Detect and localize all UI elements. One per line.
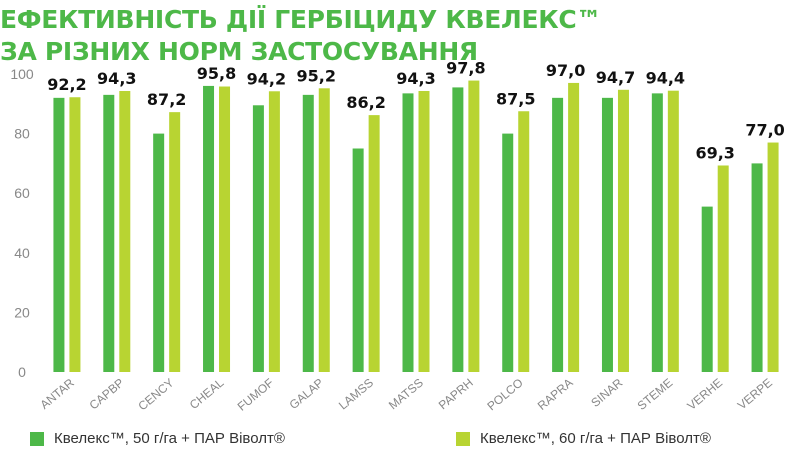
bar-series-1 <box>751 163 763 372</box>
x-tick-label: GALAP <box>287 376 327 412</box>
data-label: 95,2 <box>297 66 336 85</box>
x-tick-label: FUMOF <box>235 376 277 414</box>
data-label: 94,3 <box>396 69 435 88</box>
data-label: 94,3 <box>97 69 136 88</box>
x-tick-label: VERPE <box>735 376 775 413</box>
bar-series-1 <box>651 93 663 373</box>
bar-series-2 <box>767 142 779 372</box>
x-tick-label: PAPRH <box>436 376 476 413</box>
y-tick-label: 0 <box>18 364 26 380</box>
bar-series-2 <box>617 89 629 372</box>
x-tick-label: MATSS <box>386 376 426 413</box>
data-label: 97,8 <box>446 59 485 78</box>
x-tick-label: LAMSS <box>336 376 376 413</box>
legend-swatch-series-2 <box>456 431 470 446</box>
bar-series-1 <box>601 97 613 372</box>
data-label: 94,7 <box>596 68 635 87</box>
legend-label-series-1: Квелекс™, 50 г/га + ПАР Віволт® <box>54 430 285 447</box>
legend-label-series-2: Квелекс™, 60 г/га + ПАР Віволт® <box>480 430 711 447</box>
data-label: 97,0 <box>546 61 585 80</box>
x-tick-label: POLCO <box>484 376 525 414</box>
bar-series-2 <box>169 112 181 373</box>
bar-chart: 0 20 40 60 80 100 92,2 ANTAR 94,3 CAPBP 87,2 CENCY 9… <box>10 59 784 414</box>
data-label: 86,2 <box>346 93 385 112</box>
data-label: 94,2 <box>247 69 286 88</box>
chart-title-line-2: ЗА РІЗНИХ НОРМ ЗАСТОСУВАННЯ <box>0 37 478 66</box>
bar-series-1 <box>203 85 215 373</box>
y-tick-label: 20 <box>14 304 30 320</box>
x-tick-label: CENCY <box>135 376 176 414</box>
data-label: 87,2 <box>147 90 186 109</box>
legend-swatch-series-1 <box>30 431 44 446</box>
legend-item-series-2: Квелекс™, 60 г/га + ПАР Віволт® <box>456 430 711 447</box>
y-tick-label: 100 <box>10 66 34 82</box>
bar-series-2 <box>69 97 81 372</box>
data-label: 77,0 <box>745 121 784 140</box>
data-label: 95,8 <box>197 64 236 83</box>
bar-series-2 <box>418 90 430 373</box>
bar-series-2 <box>468 80 480 372</box>
data-label: 87,5 <box>496 89 535 108</box>
bar-series-1 <box>252 105 264 372</box>
x-tick-label: VERHE <box>684 376 725 413</box>
legend: Квелекс™, 50 г/га + ПАР Віволт® Квелекс™… <box>0 430 800 452</box>
bar-series-1 <box>502 133 514 372</box>
x-tick-label: RAPRA <box>535 376 576 413</box>
bar-series-1 <box>53 97 65 372</box>
data-label: 69,3 <box>695 143 734 162</box>
chart-title-line-1: ЕФЕКТИВНІСТЬ ДІЇ ГЕРБІЦИДУ КВЕЛЕКС™ <box>0 5 602 34</box>
bar-series-2 <box>717 165 729 372</box>
bar-series-2 <box>219 86 231 373</box>
x-tick-label: CHEAL <box>187 375 227 412</box>
bar-series-2 <box>518 111 530 372</box>
x-tick-label: ANTAR <box>37 375 77 412</box>
data-label: 94,4 <box>646 69 685 88</box>
y-tick-label: 40 <box>14 245 30 261</box>
bar-series-2 <box>568 82 580 372</box>
bar-series-1 <box>103 94 115 373</box>
bar-series-1 <box>153 133 165 372</box>
bar-series-2 <box>368 115 380 373</box>
bar-series-2 <box>268 91 280 372</box>
bar-series-1 <box>701 206 713 372</box>
data-label: 92,2 <box>47 75 86 94</box>
bar-series-2 <box>119 90 131 373</box>
bar-series-1 <box>352 148 364 372</box>
bar-series-1 <box>552 97 564 372</box>
legend-item-series-1: Квелекс™, 50 г/га + ПАР Віволт® <box>30 430 285 447</box>
x-tick-label: CAPBP <box>87 376 127 413</box>
y-tick-label: 60 <box>14 185 30 201</box>
chart-title: ЕФЕКТИВНІСТЬ ДІЇ ГЕРБІЦИДУ КВЕЛЕКС™ ЗА Р… <box>0 4 601 68</box>
bar-series-2 <box>318 88 330 372</box>
bar-series-1 <box>302 94 314 373</box>
bar-series-1 <box>452 87 464 372</box>
y-tick-label: 80 <box>14 126 30 142</box>
bar-series-1 <box>402 93 414 373</box>
x-tick-label: STEME <box>635 376 676 413</box>
x-tick-label: SINAR <box>588 375 625 410</box>
bar-series-2 <box>667 90 679 373</box>
